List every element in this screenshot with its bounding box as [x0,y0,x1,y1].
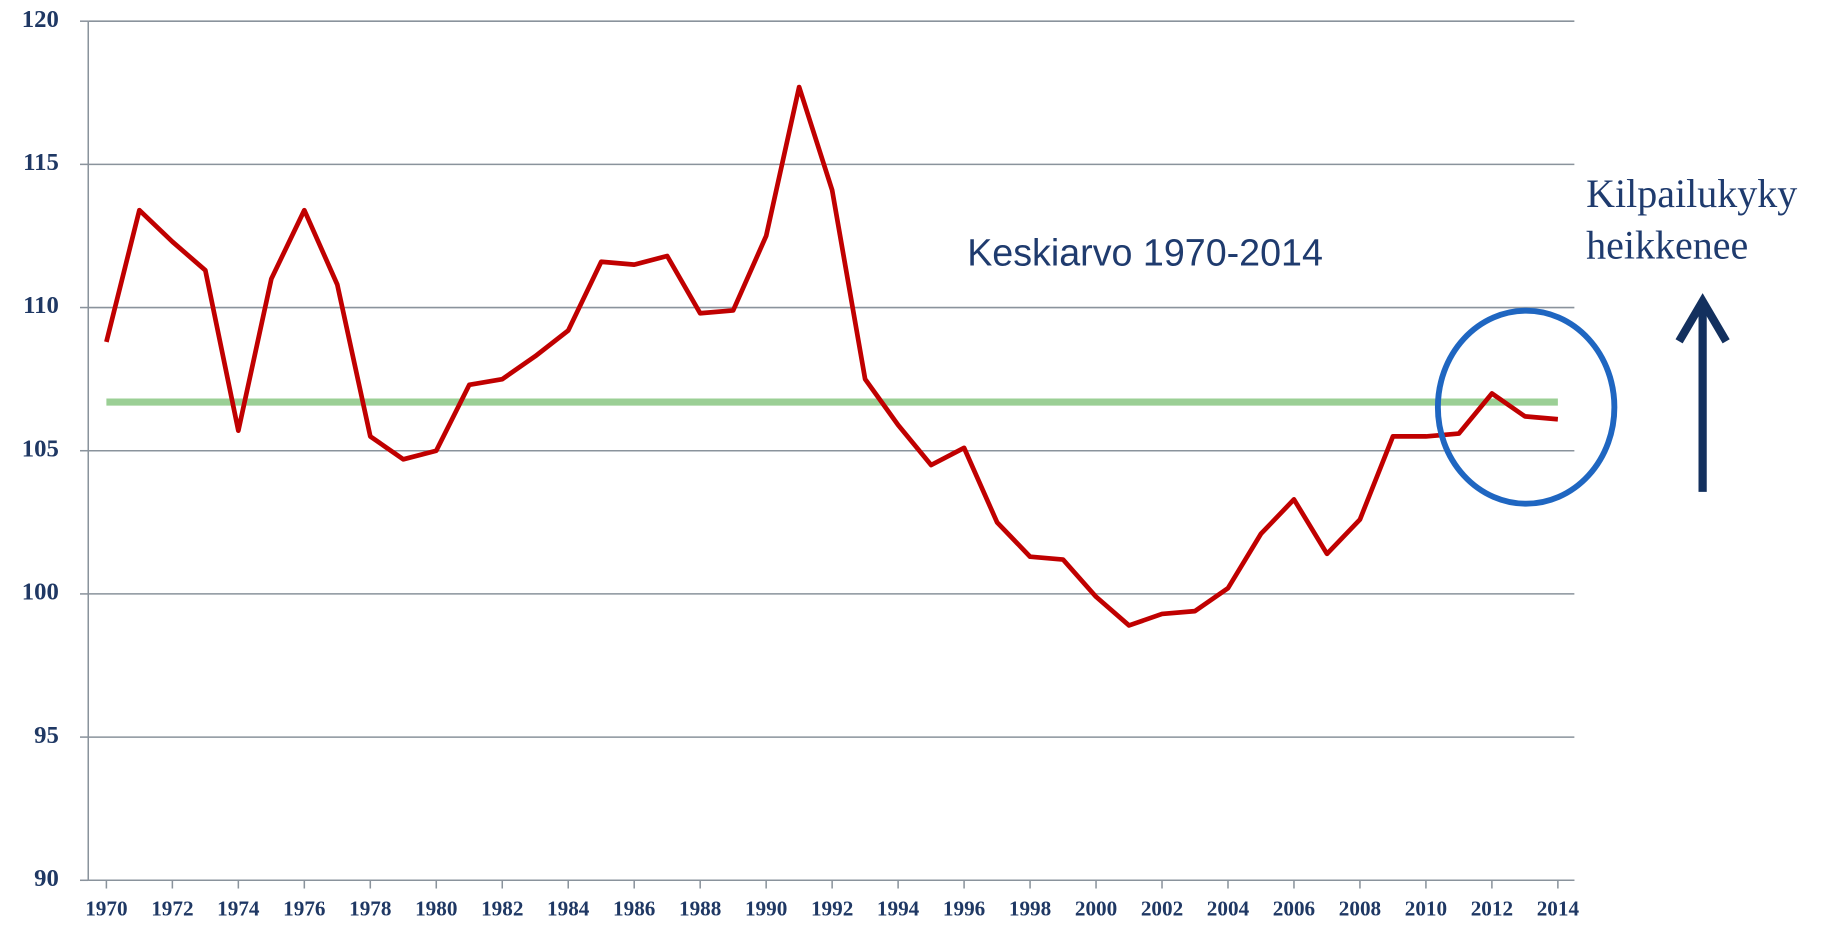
x-tick-label: 1974 [217,897,260,921]
mean-label: Keskiarvo 1970-2014 [967,231,1323,273]
x-tick-label: 1990 [745,897,787,921]
x-tick-label: 2002 [1141,897,1183,921]
x-tick-label: 1982 [481,897,523,921]
y-tick-label: 100 [22,579,59,606]
x-tick-label: 1976 [283,897,325,921]
x-tick-label: 1994 [877,897,920,921]
x-tick-label: 2008 [1339,897,1381,921]
x-tick-label: 1988 [679,897,721,921]
y-tick-label: 95 [34,722,59,749]
x-tick-label: 2010 [1405,897,1447,921]
x-tick-label: 1984 [547,897,590,921]
x-tick-label: 2004 [1207,897,1250,921]
x-tick-label: 2006 [1273,897,1315,921]
y-tick-label: 120 [22,6,59,33]
x-tick-label: 1996 [943,897,985,921]
x-tick-label: 2012 [1471,897,1513,921]
x-tick-label: 1992 [811,897,853,921]
y-tick-label: 105 [22,435,59,462]
x-tick-label: 1986 [613,897,655,921]
x-tick-label: 1998 [1009,897,1051,921]
x-tick-label: 2014 [1537,897,1580,921]
x-tick-label: 1978 [349,897,391,921]
y-tick-label: 90 [34,865,59,892]
y-tick-label: 115 [23,149,59,176]
highlight [1434,293,1730,507]
x-tick-label: 1980 [415,897,457,921]
annotation: Kilpailukyky [1586,171,1797,216]
arrow-head [1675,293,1730,344]
y-tick-label: 110 [23,292,59,319]
highlight-circle [1434,307,1618,507]
x-tick-label: 2000 [1075,897,1117,921]
x-tick-label: 1972 [151,897,193,921]
x-tick-label: 1970 [85,897,127,921]
annotation: heikkenee [1586,223,1748,268]
data-line [104,84,1559,628]
